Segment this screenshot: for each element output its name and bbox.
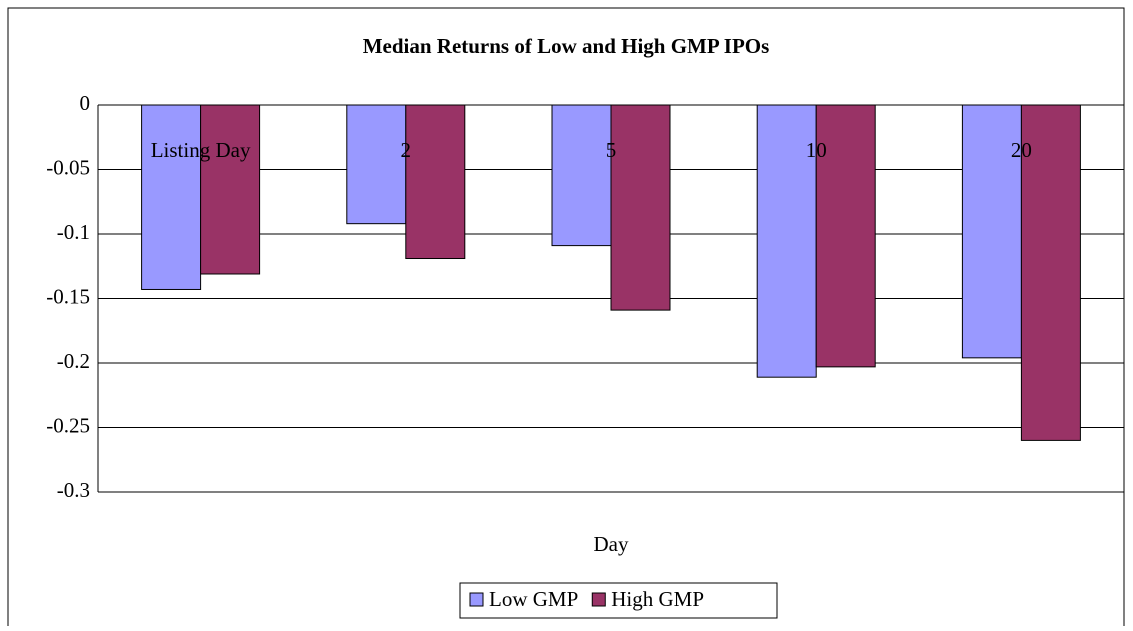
bar	[815, 104, 876, 368]
x-tick-label: 10	[806, 138, 827, 162]
legend-label: High GMP	[611, 587, 704, 611]
y-tick-label: -0.05	[46, 155, 90, 179]
y-tick-label: -0.2	[57, 349, 90, 373]
x-tick-label: 2	[401, 138, 412, 162]
legend-swatch	[591, 592, 606, 607]
y-tick-label: -0.3	[57, 478, 90, 502]
x-tick-label: 5	[606, 138, 617, 162]
y-tick-label: -0.1	[57, 220, 90, 244]
x-axis-title: Day	[594, 532, 629, 556]
legend: Low GMP High GMP	[459, 582, 778, 619]
bar	[346, 104, 407, 225]
legend-label: Low GMP	[489, 587, 578, 611]
y-tick-label: 0	[80, 91, 91, 115]
bar	[610, 104, 671, 311]
bar	[200, 104, 261, 275]
legend-swatch	[469, 592, 484, 607]
bar	[405, 104, 466, 260]
bar	[1020, 104, 1081, 441]
chart-frame	[7, 7, 1125, 631]
bar	[756, 104, 817, 378]
x-tick-label: Listing Day	[151, 138, 251, 162]
bar	[551, 104, 612, 247]
legend-box	[459, 582, 778, 619]
y-tick-label: -0.15	[46, 284, 90, 308]
x-tick-label: 20	[1011, 138, 1032, 162]
bar	[141, 104, 202, 290]
y-tick-label: -0.25	[46, 413, 90, 437]
chart-title: Median Returns of Low and High GMP IPOs	[363, 34, 770, 58]
